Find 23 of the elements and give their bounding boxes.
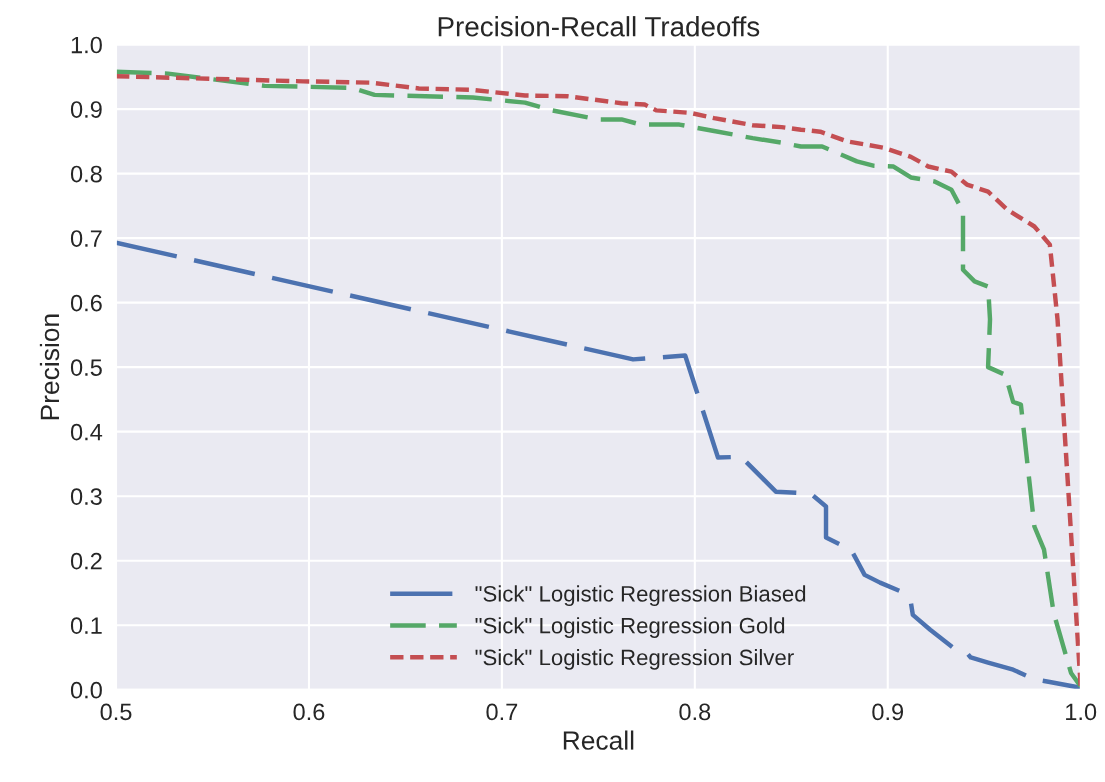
x-tick-label: 0.8: [679, 703, 711, 721]
legend-label: "Sick" Logistic Regression Gold: [475, 617, 785, 638]
legend-label: "Sick" Logistic Regression Biased: [475, 585, 806, 607]
x-tick-label: 1.0: [1066, 703, 1097, 721]
y-tick-label: 0.5: [70, 359, 102, 376]
x-tick-label: 0.9: [872, 703, 904, 721]
legend-label: "Sick" Logistic Regression Silver: [475, 649, 794, 670]
y-tick-label: 0.7: [70, 230, 102, 247]
x-tick-label: 0.7: [486, 703, 518, 721]
y-tick-label: 0.2: [70, 552, 102, 570]
chart-title: Precision-Recall Tradeoffs: [438, 16, 760, 37]
x-tick-label: 0.5: [100, 703, 132, 721]
y-tick-label: 0.3: [70, 488, 102, 505]
y-tick-label: 0.4: [70, 423, 103, 441]
y-tick-label: 0.0: [70, 681, 102, 699]
x-axis-title: Recall: [563, 730, 634, 750]
y-tick-label: 0.9: [70, 101, 102, 118]
y-tick-label: 1.0: [71, 36, 102, 54]
y-axis-title: Precision: [39, 314, 60, 420]
y-tick-label: 0.1: [70, 617, 102, 634]
x-tick-label: 0.6: [293, 703, 325, 721]
y-tick-label: 0.8: [70, 165, 102, 183]
y-tick-label: 0.6: [70, 294, 102, 312]
